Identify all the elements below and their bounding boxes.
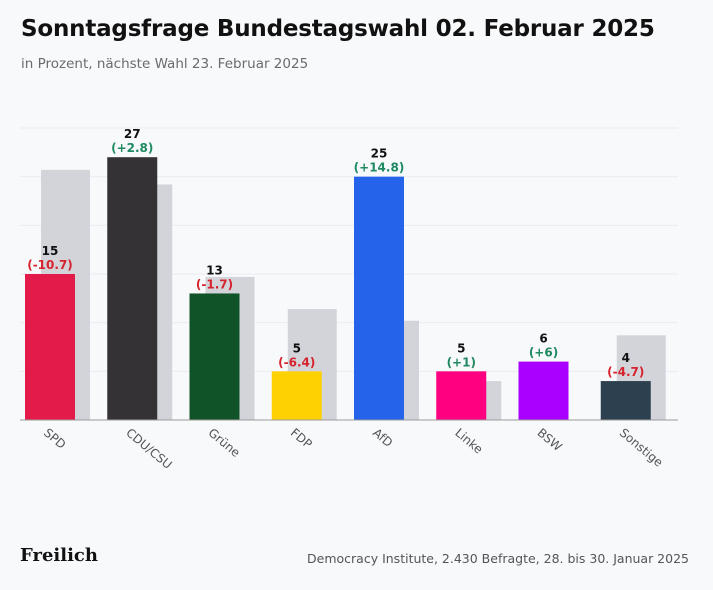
change-label: (+14.8): [354, 161, 405, 175]
tick-label: Sonstige: [617, 426, 666, 470]
tick-label: BSW: [535, 426, 565, 454]
chart-title: Sonntagsfrage Bundestagswahl 02. Februar…: [21, 16, 655, 42]
change-label: (-10.7): [27, 258, 73, 272]
bar-spd: [25, 274, 75, 420]
chart-subtitle: in Prozent, nächste Wahl 23. Februar 202…: [21, 56, 309, 72]
change-label: (-4.7): [607, 365, 644, 379]
bar-sonstige: [600, 381, 651, 420]
value-label: 5: [293, 341, 301, 355]
value-label: 15: [42, 244, 59, 258]
tick-label: CDU/CSU: [123, 426, 174, 472]
value-label: 5: [457, 341, 465, 355]
brand-logo: Freilich: [20, 545, 98, 566]
change-label: (+6): [529, 346, 558, 360]
value-label: 25: [371, 147, 388, 161]
bar-fdp: [271, 371, 322, 420]
value-label: 13: [206, 263, 223, 277]
bar-bsw: [518, 361, 569, 420]
value-label: 6: [539, 332, 547, 346]
bar-linke: [436, 371, 487, 420]
change-label: (-6.4): [278, 355, 315, 369]
tick-label: AfD: [370, 426, 395, 450]
change-label: (-1.7): [196, 277, 233, 291]
bar-afd: [354, 176, 404, 420]
change-label: (+2.8): [111, 141, 153, 155]
value-label: 27: [124, 127, 141, 141]
data-labels: 15(-10.7)27(+2.8)13(-1.7)5(-6.4)25(+14.8…: [27, 127, 644, 379]
tick-label: Grüne: [206, 426, 243, 460]
bar-cdu-csu: [107, 157, 158, 420]
value-label: 4: [622, 351, 630, 365]
source-note: Democracy Institute, 2.430 Befragte, 28.…: [307, 551, 689, 566]
tick-label: SPD: [41, 426, 68, 452]
bar-chart: 15(-10.7)27(+2.8)13(-1.7)5(-6.4)25(+14.8…: [20, 127, 678, 472]
tick-label: FDP: [288, 426, 315, 452]
current-bars: [25, 157, 651, 420]
bar-gr-ne: [189, 293, 240, 420]
tick-label: Linke: [452, 426, 485, 457]
x-tick-labels: SPD CDU/CSU Grüne FDP AfD Linke BSW Sonstige: [41, 426, 665, 472]
change-label: (+1): [447, 355, 476, 369]
